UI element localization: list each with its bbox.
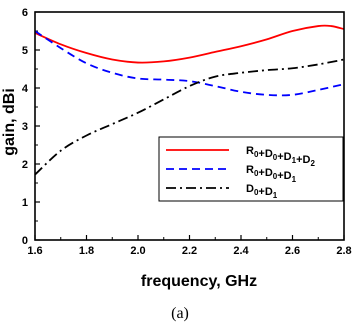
y-tick-label: 5 xyxy=(22,45,28,57)
tick-layer: 1.6 1.8 2.0 2.2 2.4 2.6 2.8 0 1 2 3 4 5 6 xyxy=(22,7,352,257)
x-tick-label: 1.8 xyxy=(79,245,94,257)
x-tick-label: 2.8 xyxy=(336,245,351,257)
y-tick-label: 0 xyxy=(22,235,28,247)
x-tick-label: 1.6 xyxy=(27,245,42,257)
y-axis-title: gain, dBi xyxy=(1,88,18,156)
y-tick-label: 6 xyxy=(22,7,28,19)
legend-label-1: R0+D0+D1+D2 xyxy=(246,145,315,168)
x-tick-label: 2.4 xyxy=(233,245,249,257)
y-tick-label: 4 xyxy=(22,83,29,95)
y-tick-label: 3 xyxy=(22,121,28,133)
legend-box xyxy=(158,136,344,202)
series-line-2 xyxy=(34,30,345,97)
series-line-1 xyxy=(34,24,345,64)
figure-caption: (a) xyxy=(171,305,189,322)
series-line-3 xyxy=(34,58,345,176)
series-layer xyxy=(34,24,345,176)
y-tick-label: 1 xyxy=(22,197,28,209)
y-tick-label: 2 xyxy=(22,159,28,171)
legend-label-2: R0+D0+D1 xyxy=(246,164,297,184)
x-tick-label: 2.2 xyxy=(182,245,197,257)
x-tick-label: 2.0 xyxy=(130,245,145,257)
x-axis-title: frequency, GHz xyxy=(141,273,257,290)
legend-label-3: D0+D1 xyxy=(246,183,278,200)
plot-area-frame xyxy=(34,11,345,241)
x-tick-label: 2.6 xyxy=(285,245,300,257)
